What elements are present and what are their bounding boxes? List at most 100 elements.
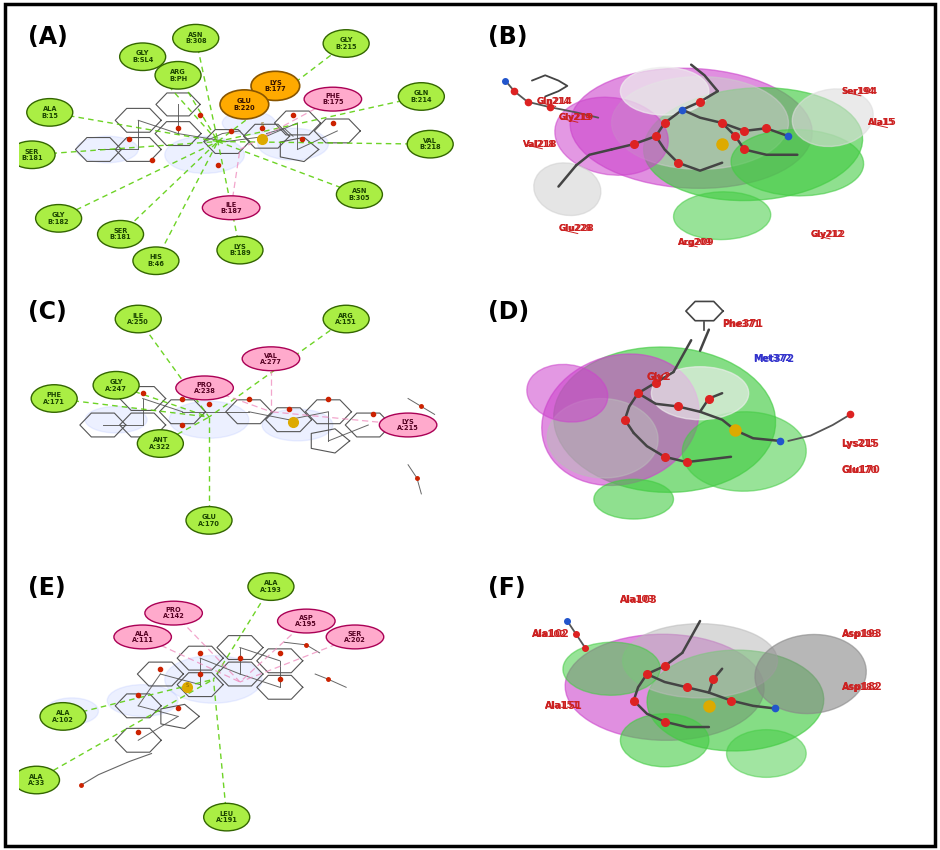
Text: Asp182: Asp182 [841, 683, 879, 692]
Ellipse shape [202, 196, 259, 219]
Ellipse shape [620, 67, 709, 115]
Text: PRO
A:238: PRO A:238 [194, 382, 215, 394]
Circle shape [119, 43, 165, 71]
Circle shape [13, 766, 59, 794]
Ellipse shape [76, 136, 138, 162]
Ellipse shape [731, 129, 864, 196]
Text: GLY
B:215: GLY B:215 [336, 37, 357, 50]
Text: ILE
B:187: ILE B:187 [220, 201, 242, 214]
Ellipse shape [674, 192, 771, 240]
Text: LYS
B:177: LYS B:177 [264, 80, 286, 92]
Text: Val218: Val218 [523, 139, 557, 149]
Text: Met372: Met372 [753, 354, 794, 364]
Text: ASN
B:308: ASN B:308 [185, 32, 207, 44]
Text: Ala103: Ala103 [620, 595, 658, 605]
Circle shape [323, 30, 369, 57]
Ellipse shape [114, 625, 171, 649]
Ellipse shape [565, 634, 764, 740]
Text: Glu170: Glu170 [841, 466, 877, 474]
Ellipse shape [145, 601, 202, 625]
Text: GLY
B:SL4: GLY B:SL4 [132, 50, 153, 63]
Text: Gln214: Gln214 [537, 97, 570, 106]
Text: Glu228: Glu228 [558, 224, 594, 234]
Circle shape [173, 25, 219, 52]
Text: Ala102: Ala102 [532, 629, 570, 639]
Ellipse shape [277, 609, 335, 633]
Text: LEU
A:191: LEU A:191 [216, 811, 238, 824]
Ellipse shape [258, 128, 328, 160]
Text: GLU
A:170: GLU A:170 [198, 514, 220, 527]
Text: Gly2: Gly2 [647, 372, 671, 382]
Text: (E): (E) [27, 576, 65, 600]
Ellipse shape [563, 643, 660, 695]
Text: Arg209: Arg209 [678, 238, 712, 246]
Text: Asp182: Asp182 [841, 683, 883, 692]
Text: S: S [260, 122, 264, 127]
Ellipse shape [380, 413, 437, 437]
Ellipse shape [571, 68, 812, 189]
Text: ANT
A:322: ANT A:322 [149, 437, 171, 450]
Ellipse shape [534, 163, 601, 216]
Text: PHE
A:171: PHE A:171 [43, 392, 65, 405]
Text: (C): (C) [27, 301, 67, 325]
Text: PRO
A:142: PRO A:142 [163, 607, 184, 620]
Circle shape [93, 371, 139, 399]
Text: Gly2: Gly2 [647, 373, 669, 382]
Circle shape [186, 507, 232, 534]
Circle shape [323, 305, 369, 333]
Ellipse shape [169, 401, 249, 439]
Ellipse shape [612, 76, 789, 169]
Text: Asp193: Asp193 [841, 629, 883, 639]
Text: ASN
B:305: ASN B:305 [349, 188, 370, 201]
Text: PHE
B:175: PHE B:175 [322, 93, 344, 105]
Text: Gly212: Gly212 [810, 230, 843, 239]
Text: ALA
A:102: ALA A:102 [52, 711, 74, 722]
Ellipse shape [792, 89, 873, 146]
Ellipse shape [305, 88, 362, 111]
Text: Asp193: Asp193 [841, 630, 879, 639]
Ellipse shape [547, 399, 658, 478]
Circle shape [251, 71, 300, 100]
Text: Ala103: Ala103 [620, 595, 655, 604]
Ellipse shape [107, 684, 178, 717]
Ellipse shape [243, 347, 300, 371]
Text: Ala15: Ala15 [869, 118, 895, 127]
Text: Ala102: Ala102 [532, 630, 567, 639]
Ellipse shape [164, 655, 262, 703]
Circle shape [137, 430, 183, 457]
Circle shape [399, 82, 445, 110]
Text: Gln214: Gln214 [537, 97, 572, 106]
Circle shape [31, 385, 77, 412]
Circle shape [220, 90, 269, 119]
Text: Gly219: Gly219 [558, 113, 594, 122]
Ellipse shape [682, 411, 807, 491]
Ellipse shape [554, 347, 776, 492]
Text: S: S [185, 683, 188, 689]
Circle shape [337, 181, 383, 208]
Circle shape [248, 573, 294, 600]
Text: ILE
A:250: ILE A:250 [127, 313, 149, 326]
Text: ALA
A:111: ALA A:111 [132, 631, 153, 643]
Ellipse shape [526, 365, 608, 422]
Text: ALA
B:15: ALA B:15 [41, 106, 58, 119]
Text: VAL
A:277: VAL A:277 [260, 353, 282, 365]
Text: GLY
A:247: GLY A:247 [105, 379, 127, 392]
Ellipse shape [86, 406, 147, 433]
Text: Ser194: Ser194 [841, 87, 875, 96]
Ellipse shape [647, 650, 823, 751]
Ellipse shape [651, 366, 748, 420]
Circle shape [36, 205, 82, 232]
Text: (D): (D) [488, 301, 529, 325]
Text: Lys215: Lys215 [841, 439, 880, 449]
Text: (B): (B) [488, 25, 527, 49]
Text: LYS
B:189: LYS B:189 [229, 244, 251, 257]
Text: GLU
B:220: GLU B:220 [233, 99, 256, 110]
Text: SER
A:202: SER A:202 [344, 631, 366, 643]
Ellipse shape [755, 634, 867, 714]
Text: ALA
A:193: ALA A:193 [260, 581, 282, 592]
Text: ARG
B:PH: ARG B:PH [169, 69, 187, 82]
Ellipse shape [262, 409, 333, 441]
Ellipse shape [164, 136, 244, 173]
Text: Gly219: Gly219 [558, 113, 591, 122]
Text: VAL
B:218: VAL B:218 [419, 138, 441, 150]
